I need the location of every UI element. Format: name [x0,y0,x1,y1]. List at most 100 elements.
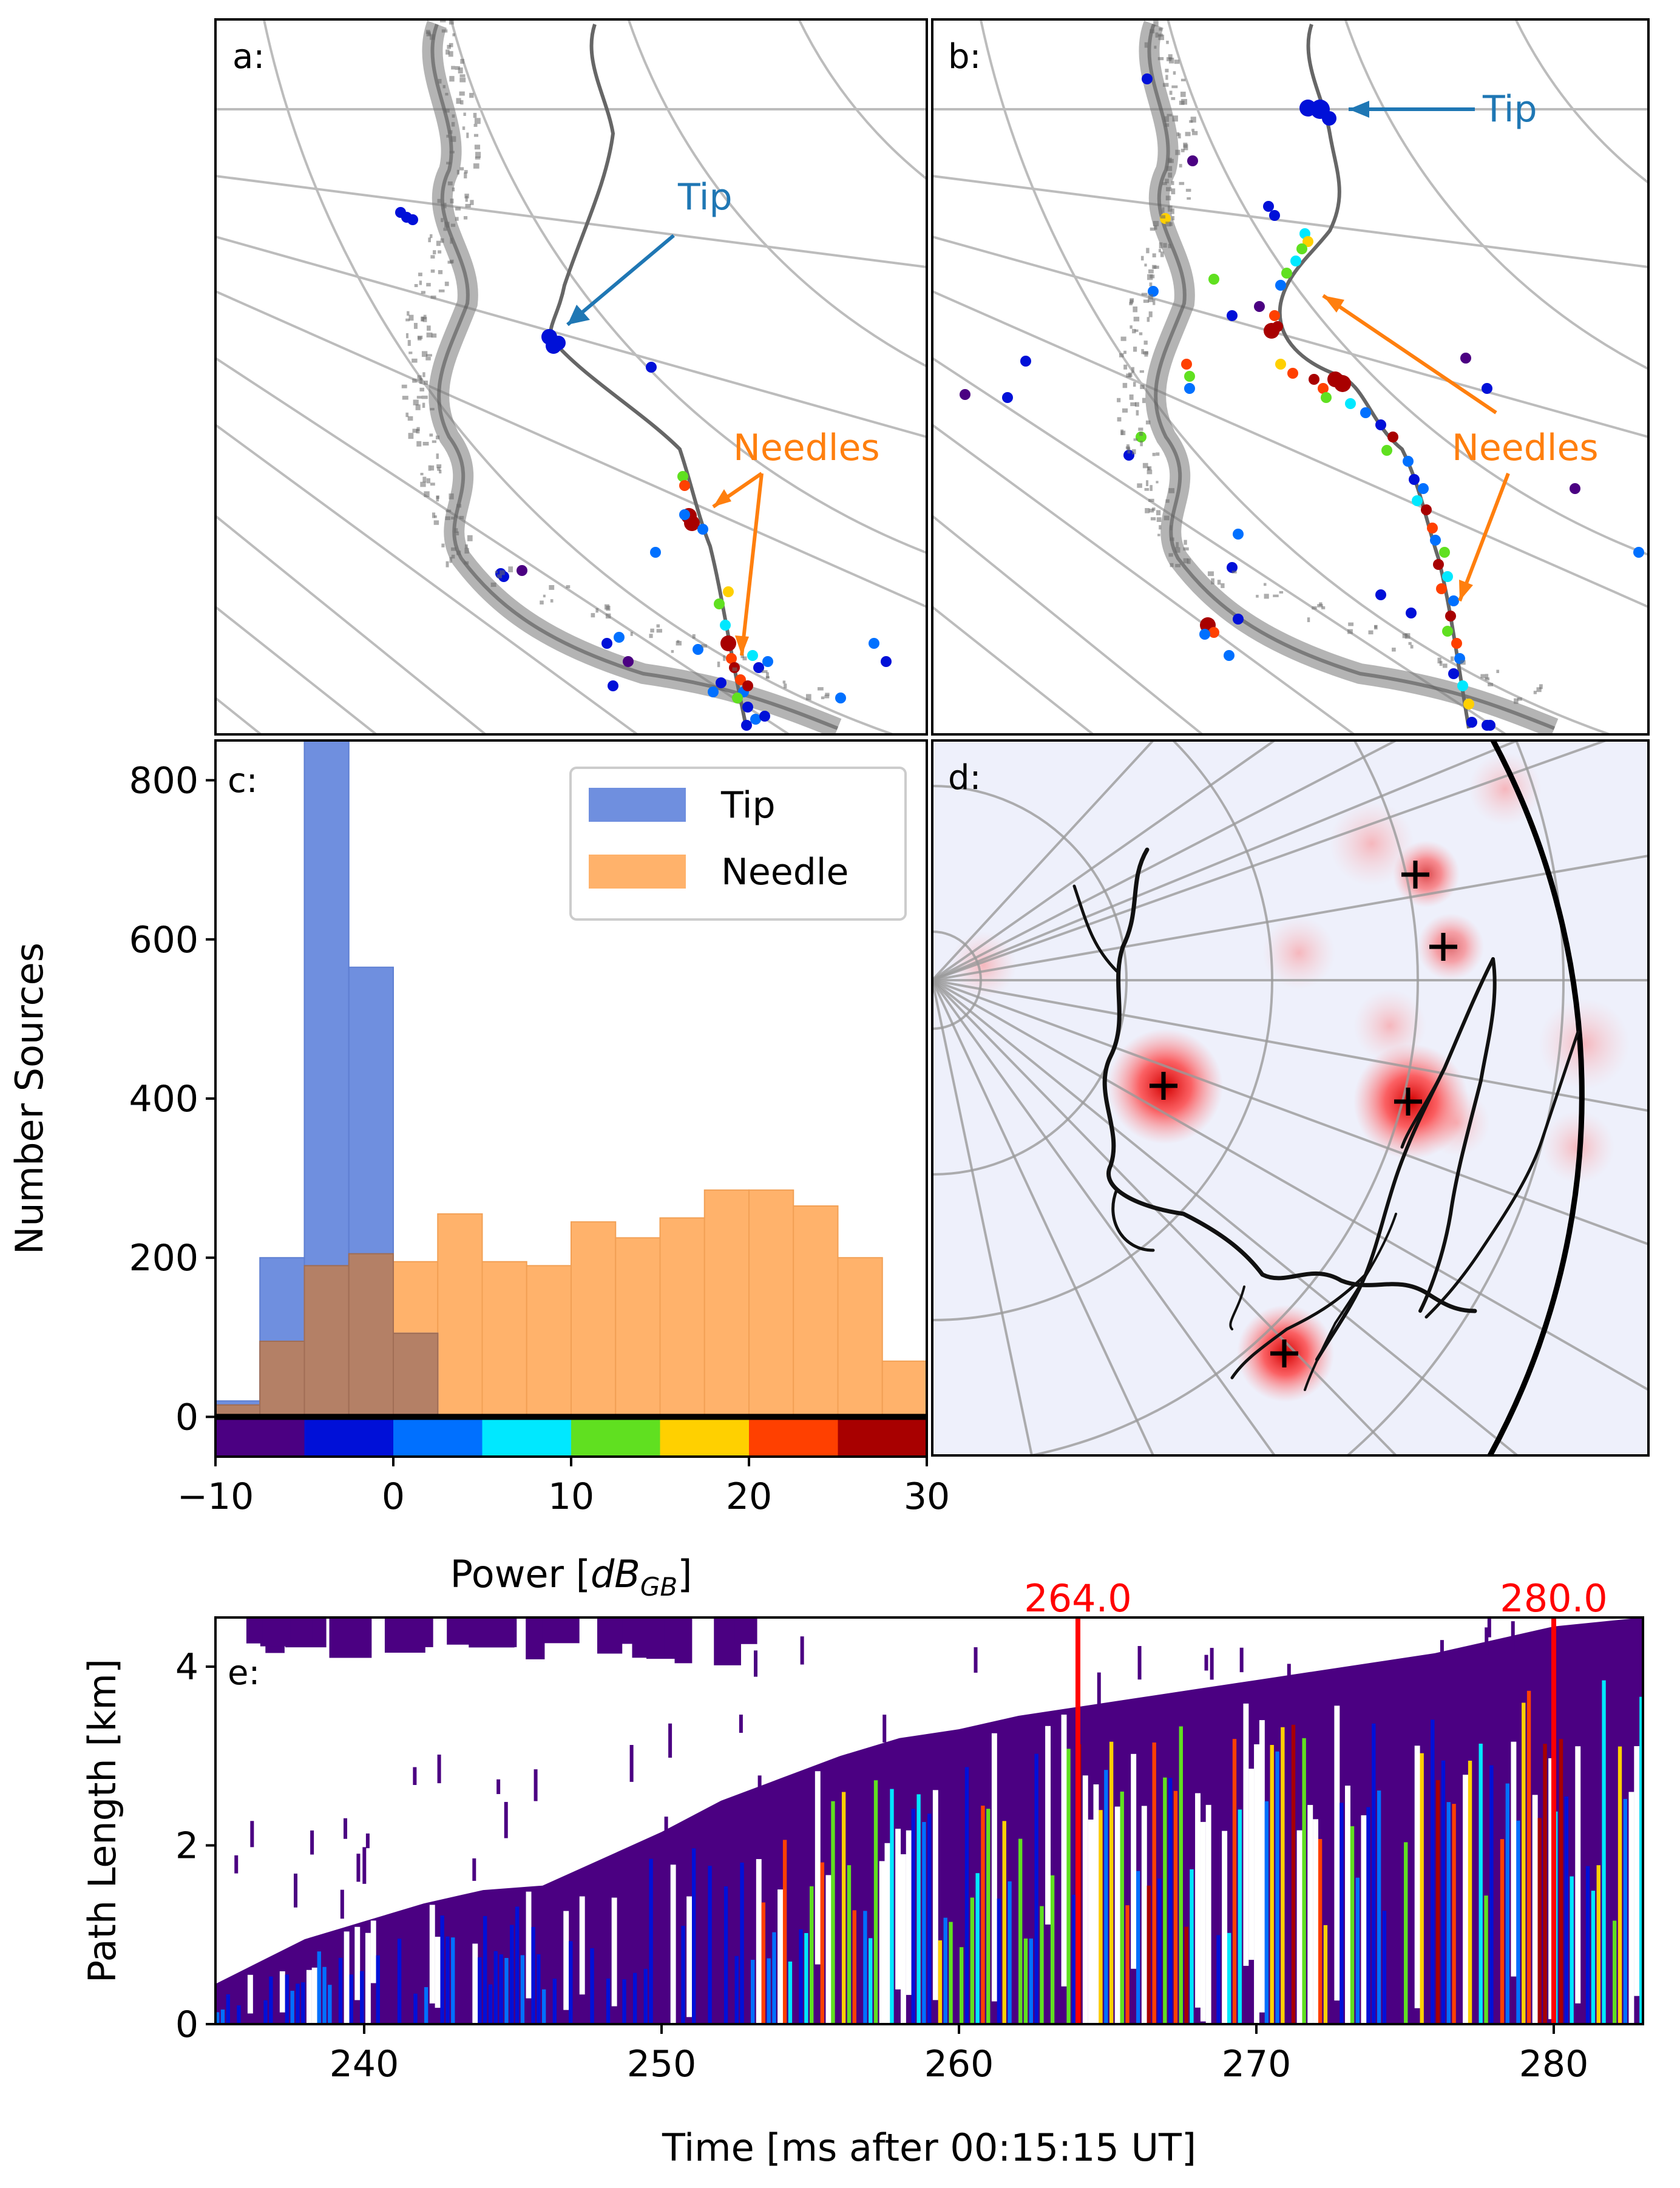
panel-b-grid [932,19,1648,734]
leader-speckle [1145,508,1150,513]
leader-speckle [1185,189,1191,192]
leader-speckle [1123,364,1128,370]
leader-speckle [550,599,554,603]
heatmap-streak [1323,1925,1328,2024]
leader-speckle [656,624,660,628]
heatmap-streak [1318,1838,1323,2024]
heatmap-gap [991,1733,997,2002]
heatmap-streak [986,1809,991,2024]
leader-speckle [1179,164,1182,168]
heatmap-gap [1463,1775,1468,2024]
leader-speckle [431,333,437,338]
source-dot [679,509,690,520]
panel-a-tip-annotation: Tip [566,176,733,327]
leader-speckle [430,255,435,259]
leader-speckle [604,604,609,610]
heatmap-streak [916,1794,921,2024]
leader-speckle [490,582,496,587]
leader-speckle [428,465,432,471]
leader-speckle [445,509,452,512]
leader-speckle [425,356,431,361]
leader-speckle [1157,533,1160,537]
source-dot [1334,375,1351,392]
heatmap-streak [1072,1894,1076,2024]
leader-speckle [1176,132,1180,137]
leader-speckle [1170,525,1173,530]
panel-a-label: a: [232,37,265,76]
leader-speckle [1159,525,1162,530]
heatmap-streak [708,1866,712,2024]
leader-speckle [1402,633,1407,638]
leader-speckle [1168,243,1171,248]
source-dot [960,389,970,400]
leader-speckle [407,340,411,346]
leader-speckle [418,273,422,277]
heatmap-streak [397,1939,402,2024]
leader-speckle [1155,32,1159,38]
heatmap-gap [526,1891,532,1999]
panel-b-needles-label: Needles [1452,427,1599,469]
y-tick-label: 4 [175,1646,198,1688]
leader-speckle [402,396,408,400]
heatmap-speckle [629,1745,634,1782]
leader-speckle [443,228,447,231]
leader-speckle [1374,625,1378,630]
heatmap-gap [756,1859,762,2024]
heatmap-gap [879,1861,885,2024]
heatmap-streak [810,1886,814,2024]
leader-speckle [408,314,414,321]
heatmap-streak [483,1915,487,2024]
heatmap-gap [1511,1741,1517,1977]
source-dot [1448,595,1459,606]
leader-speckle [430,465,435,471]
panel-d-boundary-arc [1488,740,1585,1455]
leader-speckle [1150,227,1156,231]
legend-label-tip: Tip [720,784,776,827]
leader-speckle [445,561,449,567]
source-dot [1302,236,1313,247]
leader-speckle [1137,483,1142,488]
source-dot [1633,547,1644,558]
source-dot [720,620,731,631]
leader-speckle [1143,299,1150,303]
heatmap-streak [949,1922,953,2024]
leader-speckle [1167,157,1172,163]
source-dot [1418,483,1429,494]
heatmap-streak [643,1968,648,2024]
leader-speckle [414,283,418,288]
heatmap-speckle [504,1801,508,1838]
source-dot [1412,495,1423,506]
source-dot [750,714,761,725]
x-tick-label: 0 [382,1475,405,1518]
leader-speckle [1145,420,1151,425]
leader-speckle [1141,293,1148,296]
heatmap-top-block [542,1617,580,1644]
leader-speckle [443,203,447,209]
colorbar-segment [838,1420,927,1457]
heatmap-streak [1382,1911,1387,2024]
leader-speckle [475,152,481,158]
leader-speckle [445,49,450,55]
legend-swatch-tip [589,788,686,822]
leader-speckle [656,629,663,633]
leader-speckle [451,122,455,127]
leader-speckle [441,218,444,222]
heatmap-streak [622,1979,626,2024]
heatmap-streak [1420,1753,1424,2024]
heatmap-streak [1099,1810,1103,2024]
heatmap-streak [1484,1895,1488,2024]
source-dot [742,680,753,691]
leader-speckle [464,170,468,174]
leader-speckle [1183,558,1189,564]
leader-speckle [458,67,463,73]
leader-speckle [1171,97,1176,100]
source-dot [716,677,727,688]
needle-bar [526,1265,572,1418]
panel-a-tip-label: Tip [677,176,733,218]
leader-speckle [1157,57,1164,61]
y-tick-label: 600 [129,919,198,961]
heatmap-streak [1066,1749,1071,2024]
panel-c-x-label-unit: dB [591,1552,640,1596]
source-dot [1381,445,1392,456]
panel-e-y-label: Path Length [km] [80,1659,124,1983]
